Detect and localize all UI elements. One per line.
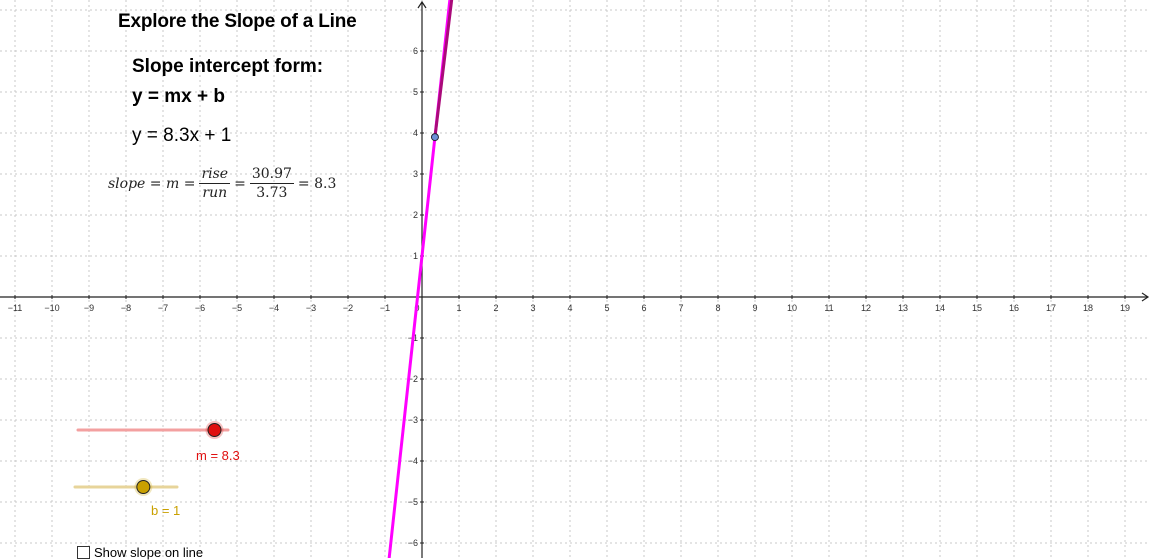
line-point bbox=[430, 133, 439, 142]
x-tick-label: 6 bbox=[641, 303, 646, 313]
y-tick-label: −4 bbox=[408, 456, 418, 466]
slider-b-knob[interactable] bbox=[136, 480, 151, 494]
y-tick-label: 5 bbox=[413, 87, 418, 97]
x-tick-label: 1 bbox=[456, 303, 461, 313]
x-tick-label: −11 bbox=[8, 303, 23, 313]
x-tick-label: −6 bbox=[195, 303, 205, 313]
x-tick-label: 3 bbox=[530, 303, 535, 313]
x-tick-label: 18 bbox=[1083, 303, 1093, 313]
x-tick-label: −8 bbox=[121, 303, 131, 313]
x-tick-label: 7 bbox=[678, 303, 683, 313]
y-tick-label: 1 bbox=[413, 251, 418, 261]
x-tick-label: 9 bbox=[752, 303, 757, 313]
x-tick-label: 15 bbox=[972, 303, 982, 313]
slider-b-label: b = 1 bbox=[151, 503, 181, 518]
y-tick-label: −3 bbox=[408, 415, 418, 425]
run-value: 3.73 bbox=[256, 185, 288, 201]
y-tick-label: 6 bbox=[413, 46, 418, 56]
slider-b[interactable] bbox=[73, 478, 179, 496]
x-tick-label: 16 bbox=[1009, 303, 1019, 313]
slider-m-label: m = 8.3 bbox=[196, 448, 240, 463]
general-formula: y = mx + b bbox=[132, 86, 225, 107]
y-tick-label: 3 bbox=[413, 169, 418, 179]
x-tick-label: 5 bbox=[604, 303, 609, 313]
x-tick-label: 17 bbox=[1046, 303, 1056, 313]
rise-segment bbox=[433, 0, 454, 138]
x-tick-label: 8 bbox=[715, 303, 720, 313]
show-slope-checkbox[interactable]: Show slope on line bbox=[77, 545, 203, 560]
y-tick-label: −5 bbox=[408, 497, 418, 507]
y-tick-label: −2 bbox=[408, 374, 418, 384]
checkbox-icon[interactable] bbox=[77, 546, 90, 559]
rise-over-run-fraction: rise run bbox=[199, 166, 231, 201]
x-tick-label: −2 bbox=[343, 303, 353, 313]
x-tick-label: −10 bbox=[44, 303, 59, 313]
slider-m[interactable] bbox=[76, 421, 230, 439]
x-tick-label: 2 bbox=[493, 303, 498, 313]
y-axis-arrow-icon bbox=[417, 0, 427, 9]
x-axis-arrow-icon bbox=[1141, 292, 1150, 302]
equals-sign: = bbox=[234, 175, 246, 192]
x-tick-label: −4 bbox=[269, 303, 279, 313]
rise-value: 30.97 bbox=[249, 166, 294, 184]
slope-expression: slope = m = rise run = 30.97 3.73 = 8.3 bbox=[108, 166, 336, 201]
x-tick-label: 19 bbox=[1120, 303, 1130, 313]
x-tick-label: 12 bbox=[861, 303, 871, 313]
subtitle: Slope intercept form: bbox=[132, 56, 324, 77]
x-axis-labels: −11−10−9−8−7−6−5−4−3−2−10123456789101112… bbox=[8, 295, 1130, 313]
x-tick-label: 4 bbox=[567, 303, 572, 313]
rise-word: rise bbox=[199, 166, 231, 184]
x-tick-label: 14 bbox=[935, 303, 945, 313]
run-word: run bbox=[202, 185, 228, 201]
current-equation: y = 8.3x + 1 bbox=[132, 125, 232, 146]
page-title: Explore the Slope of a Line bbox=[118, 11, 357, 32]
x-tick-label: 13 bbox=[898, 303, 908, 313]
y-tick-label: −6 bbox=[408, 538, 418, 548]
x-tick-label: −9 bbox=[84, 303, 94, 313]
slider-m-knob[interactable] bbox=[207, 423, 222, 437]
slope-result: = 8.3 bbox=[297, 175, 337, 192]
x-tick-label: −7 bbox=[158, 303, 168, 313]
y-tick-label: 4 bbox=[413, 128, 418, 138]
numeric-fraction: 30.97 3.73 bbox=[249, 166, 294, 201]
y-tick-label: 2 bbox=[413, 210, 418, 220]
plot-layer bbox=[387, 0, 454, 558]
x-tick-label: −5 bbox=[232, 303, 242, 313]
x-tick-label: −3 bbox=[306, 303, 316, 313]
x-tick-label: −1 bbox=[380, 303, 390, 313]
x-tick-label: 10 bbox=[787, 303, 797, 313]
x-tick-label: 11 bbox=[824, 303, 833, 313]
checkbox-label: Show slope on line bbox=[94, 545, 204, 560]
slope-lhs: slope = m = bbox=[108, 175, 196, 192]
